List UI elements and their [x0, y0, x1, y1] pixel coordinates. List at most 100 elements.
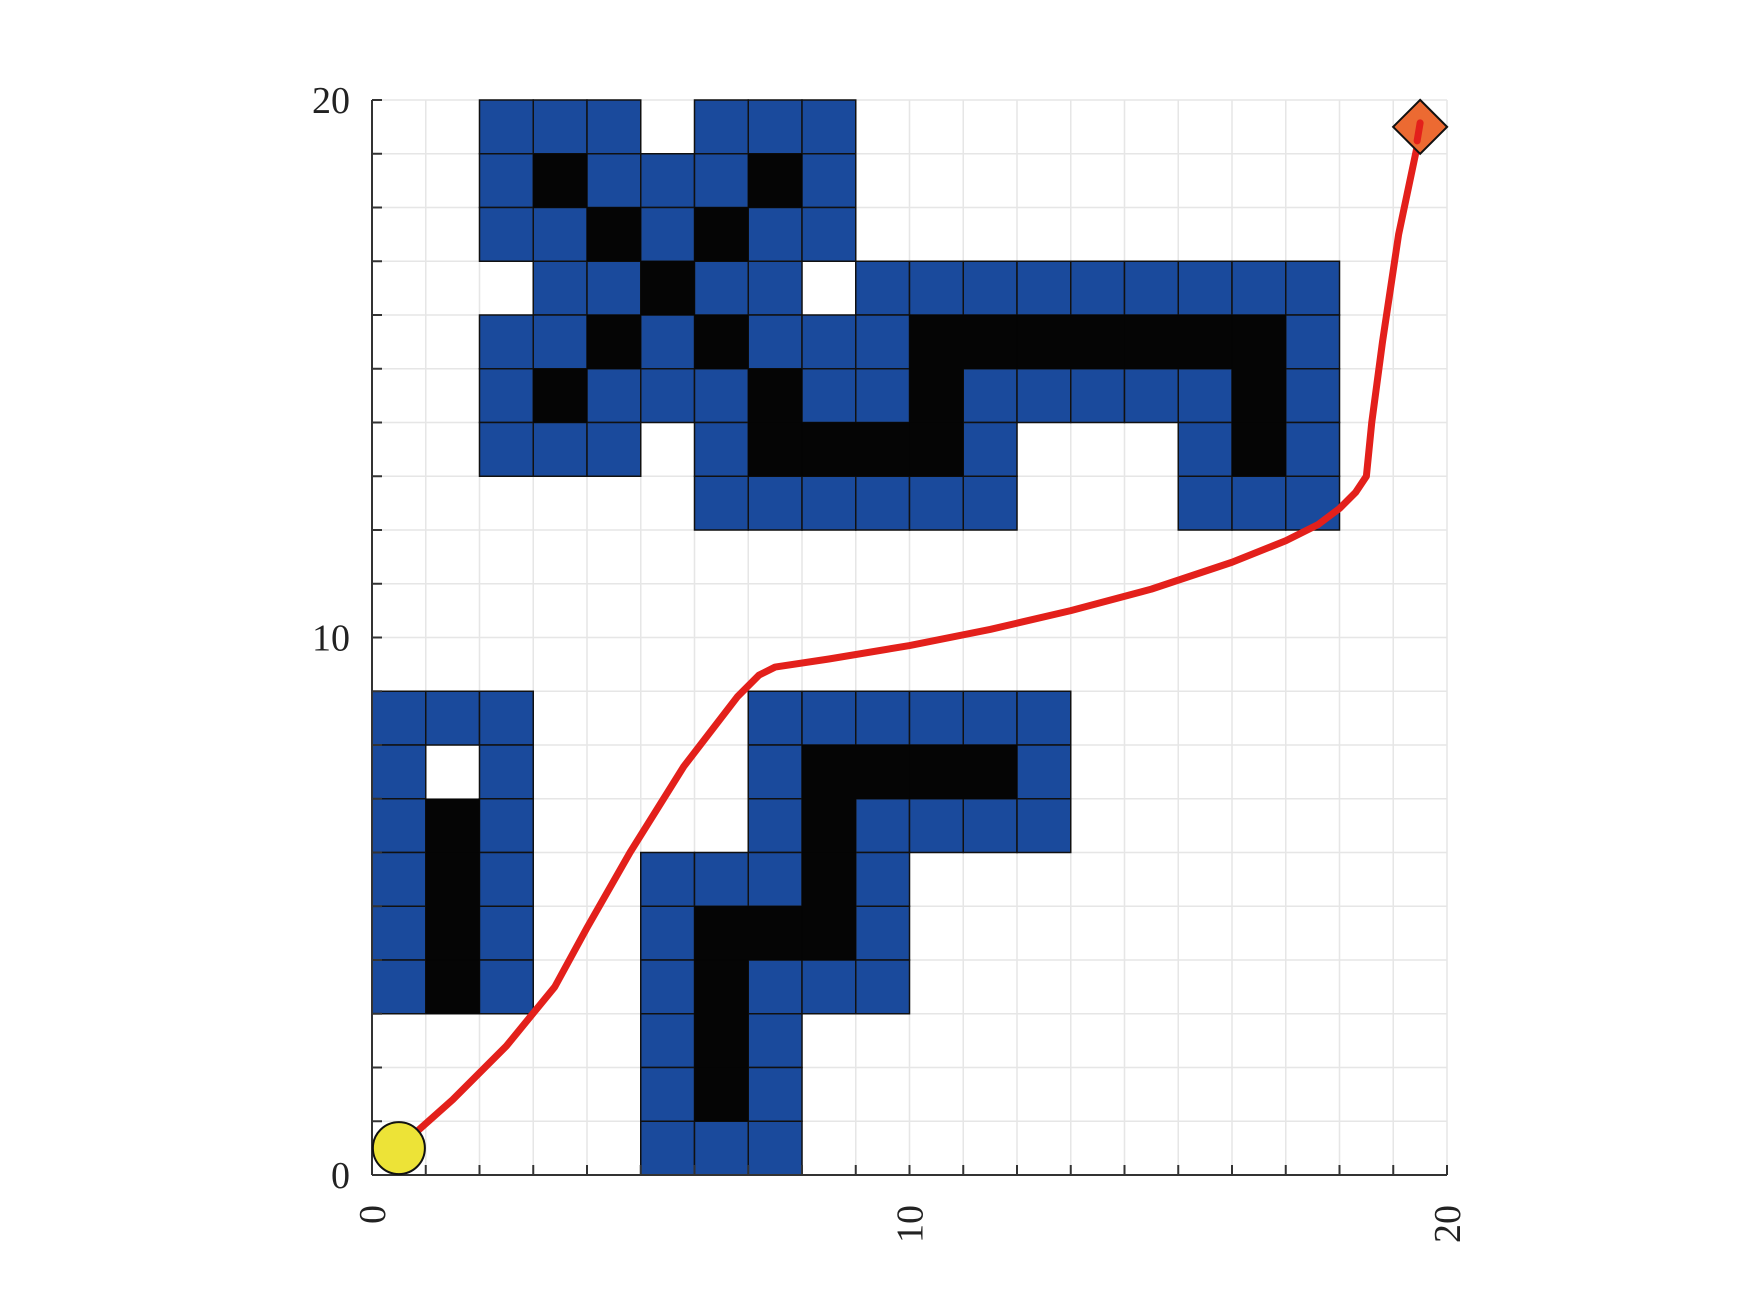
obstacle-cell [478, 798, 534, 854]
obstacle-core-cell [425, 959, 480, 1014]
obstacle-core-cell [1124, 314, 1179, 369]
obstacle-core-cell [425, 852, 480, 907]
obstacle-cell [801, 206, 857, 262]
obstacle-core-cell [1016, 314, 1071, 369]
obstacle-cell [1231, 260, 1287, 316]
obstacle-cell [962, 798, 1018, 854]
obstacle-cell [801, 314, 857, 370]
obstacle-cell [371, 744, 427, 800]
obstacle-cell [586, 99, 642, 155]
obstacle-cell [371, 851, 427, 907]
obstacle-core-cell [1178, 314, 1233, 369]
obstacle-core-cell [425, 798, 480, 853]
obstacle-cell [747, 744, 803, 800]
obstacle-cell [1285, 475, 1341, 531]
obstacle-core-cell [694, 906, 749, 961]
obstacle-cell [1231, 475, 1287, 531]
obstacle-cell [1285, 260, 1341, 316]
path-line-end [1413, 119, 1424, 145]
path-line [400, 128, 1424, 1147]
obstacle-core-cell [963, 314, 1018, 369]
obstacle-core-cell [586, 207, 641, 262]
obstacle-cell [693, 153, 749, 209]
obstacle-core-cell [748, 153, 803, 208]
obstacle-cell [855, 798, 911, 854]
obstacle-cell [693, 368, 749, 424]
obstacle-cell [640, 959, 696, 1015]
obstacle-cell [478, 959, 534, 1015]
obstacle-cell [747, 1013, 803, 1069]
axes [371, 99, 1448, 1176]
obstacle-cell [586, 421, 642, 477]
obstacle-cell [532, 314, 588, 370]
obstacle-cell [371, 690, 427, 746]
obstacle-core-cell [694, 207, 749, 262]
obstacle-cell [640, 1066, 696, 1122]
obstacle-cell [855, 905, 911, 961]
obstacle-cell [747, 1066, 803, 1122]
obstacle-cell [640, 1120, 696, 1176]
obstacle-cell [747, 959, 803, 1015]
obstacle-core-cell [909, 744, 964, 799]
obstacle-cell [586, 260, 642, 316]
obstacle-cell [1016, 368, 1072, 424]
obstacle-core-cell [640, 261, 695, 316]
obstacle-core-cell [855, 422, 910, 477]
obstacle-core-cell [801, 852, 856, 907]
obstacle-cell [801, 690, 857, 746]
obstacle-core-cell [963, 744, 1018, 799]
obstacle-cell [1123, 260, 1179, 316]
obstacle-cell [640, 905, 696, 961]
obstacle-cell [640, 851, 696, 907]
obstacle-cell [747, 690, 803, 746]
obstacle-core-cell [1070, 314, 1125, 369]
obstacle-cell [962, 368, 1018, 424]
obstacle-core-cell [909, 368, 964, 423]
obstacle-core-cell [1231, 314, 1286, 369]
obstacle-core-cell [694, 1013, 749, 1068]
obstacle-cell [640, 1013, 696, 1069]
obstacle-cell [908, 475, 964, 531]
planned-path [400, 128, 1424, 1147]
obstacle-cell [1177, 475, 1233, 531]
obstacle-cell [532, 421, 588, 477]
obstacle-core-cells [425, 153, 1286, 1122]
obstacle-cell [478, 368, 534, 424]
obstacle-cell [747, 206, 803, 262]
obstacle-cell [1016, 744, 1072, 800]
obstacle-cell [640, 153, 696, 209]
obstacle-cell [855, 260, 911, 316]
obstacle-cell [371, 959, 427, 1015]
obstacle-cell [478, 690, 534, 746]
obstacle-cell [1070, 368, 1126, 424]
obstacle-cell [801, 475, 857, 531]
obstacle-cell [532, 99, 588, 155]
obstacle-cell [371, 798, 427, 854]
obstacle-core-cell [1231, 368, 1286, 423]
obstacle-cell [1177, 368, 1233, 424]
obstacle-core-cell [533, 368, 588, 423]
obstacle-core-cell [533, 153, 588, 208]
tick-labels: 0 10 20 0 10 20 [312, 80, 1469, 1243]
obstacle-cell [855, 314, 911, 370]
obstacle-cell [425, 690, 481, 746]
obstacle-cell [478, 206, 534, 262]
obstacle-cell [478, 99, 534, 155]
obstacle-cell [747, 1120, 803, 1176]
obstacle-core-cell [1231, 422, 1286, 477]
obstacle-cell [693, 99, 749, 155]
obstacle-cell [640, 314, 696, 370]
x-tick-label: 10 [890, 1205, 932, 1243]
obstacle-cell [801, 99, 857, 155]
obstacle-cell [855, 851, 911, 907]
obstacle-cell [801, 153, 857, 209]
obstacle-core-cell [909, 422, 964, 477]
y-tick-label: 20 [312, 80, 350, 122]
obstacle-core-cell [425, 906, 480, 961]
obstacle-cell [478, 421, 534, 477]
obstacle-core-cell [801, 422, 856, 477]
obstacle-core-cell [748, 368, 803, 423]
obstacle-cell [962, 690, 1018, 746]
obstacle-cell [747, 314, 803, 370]
